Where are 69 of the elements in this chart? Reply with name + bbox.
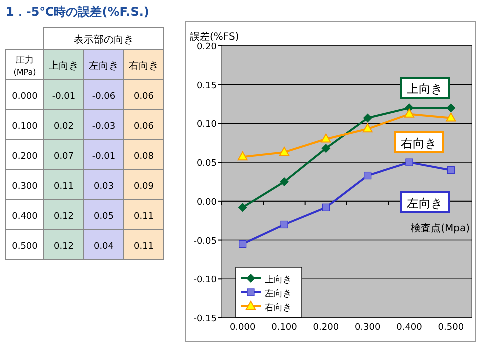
- data-label: 0.06: [134, 92, 154, 102]
- point: [238, 203, 248, 212]
- y-tick-label: 0.000: [12, 92, 38, 102]
- legend-label: 右向き: [265, 302, 292, 314]
- data-label: 0.12: [54, 212, 74, 222]
- data-label: 0.11: [134, 212, 154, 222]
- data-label: -0.01: [92, 152, 116, 162]
- x-tick-label: 左向き: [89, 60, 119, 72]
- data-label: 0.06: [134, 122, 154, 132]
- data-label: 0.03: [94, 182, 114, 192]
- point: [280, 220, 288, 229]
- x-tick-label: 0.100: [272, 323, 298, 333]
- point: [238, 152, 248, 161]
- y-tick-label: 0.100: [12, 122, 38, 132]
- text: 上向き: [407, 82, 444, 96]
- y-tick-label: -0.15: [194, 314, 217, 324]
- data-label: -0.06: [92, 92, 116, 102]
- y-tick-label: 0.05: [196, 159, 217, 170]
- point: [322, 144, 331, 154]
- y-tick-label: 0.200: [12, 152, 38, 162]
- data-label: 0.09: [134, 182, 154, 192]
- y-axis-title: 誤差(%FS): [190, 31, 240, 43]
- point: [364, 172, 372, 180]
- data-label: 0.11: [54, 182, 74, 192]
- x-tick-label: 0.400: [396, 323, 423, 333]
- data-label: 0.08: [134, 152, 154, 162]
- x-tick-label: 0.500: [438, 323, 464, 333]
- legend-label: 左向き: [265, 288, 292, 300]
- y-tick-label: -0.10: [194, 276, 218, 286]
- data-label: 0.07: [54, 152, 74, 162]
- point: [362, 124, 373, 133]
- point: [239, 240, 247, 248]
- y-tick-label: 0.00: [196, 198, 218, 208]
- data-label: 0.12: [54, 242, 74, 252]
- x-tick-label: 0.300: [354, 323, 381, 333]
- point: [280, 146, 290, 156]
- data-label: 0.04: [94, 242, 114, 252]
- y-tick-label: 0.20: [196, 42, 218, 52]
- x-tick-label: 上向き: [49, 60, 79, 72]
- data-label: 0.02: [54, 122, 74, 132]
- data-label: -0.03: [92, 122, 116, 132]
- point: [404, 108, 414, 118]
- text: 右向き: [401, 136, 438, 150]
- point: [363, 114, 372, 123]
- point: [321, 134, 332, 143]
- point: [280, 178, 289, 186]
- data-label: 0.11: [134, 242, 154, 252]
- x-axis-title: 表示部の向き: [74, 34, 134, 46]
- data-label: -0.01: [52, 92, 76, 102]
- y-tick-label: 0.300: [12, 182, 38, 192]
- y-tick-label: 0.500: [12, 242, 38, 252]
- x-tick-label: 0.200: [313, 323, 340, 333]
- text: 左向き: [407, 196, 444, 210]
- point: [447, 166, 455, 174]
- y-tick-label: 0.10: [196, 120, 218, 130]
- y-tick-label: -0.05: [194, 236, 217, 247]
- y-tick-label: 0.400: [12, 212, 38, 222]
- x-tick-label: 0.000: [230, 323, 256, 333]
- x-axis-title: 検査点(Mpa): [411, 222, 470, 234]
- x-tick-label: 右向き: [129, 60, 159, 72]
- point: [406, 158, 414, 166]
- y-tick-label: 0.15: [196, 81, 217, 92]
- y-axis-title: 圧力(MPa): [14, 55, 36, 77]
- point: [446, 112, 456, 122]
- chart-title: 1．-5℃時の誤差(%F.S.): [6, 5, 150, 19]
- data-label: 0.05: [94, 212, 114, 222]
- point: [322, 204, 330, 212]
- point: [446, 104, 456, 113]
- legend-label: 上向き: [265, 274, 292, 286]
